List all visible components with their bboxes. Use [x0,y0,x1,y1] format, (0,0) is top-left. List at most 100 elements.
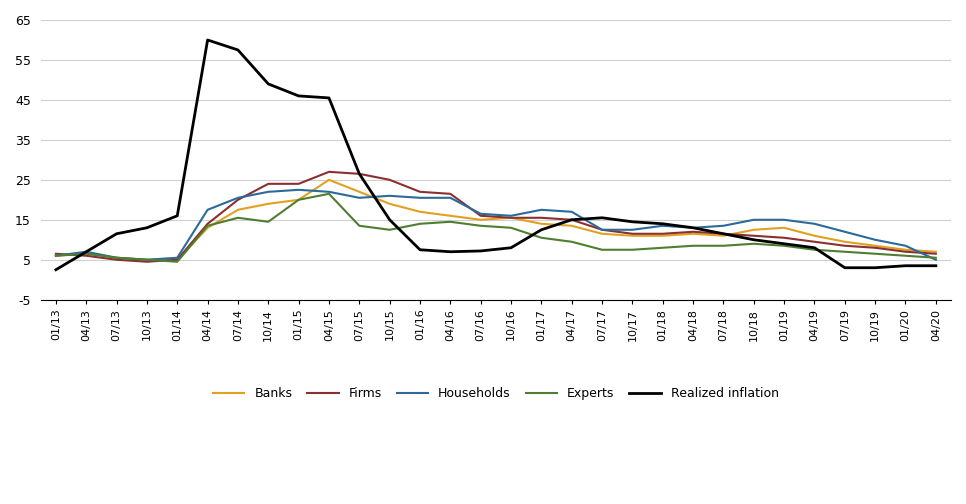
Realized inflation [899,263,911,269]
Realized inflation [505,245,517,251]
Realized inflation [839,265,851,271]
Households [657,223,668,229]
Realized inflation [324,95,335,101]
Banks [111,255,123,261]
Realized inflation [535,227,547,233]
Realized inflation [80,249,92,255]
Households [505,213,517,219]
Households [232,195,243,201]
Experts [687,243,698,249]
Realized inflation [50,267,62,273]
Experts [505,225,517,231]
Experts [202,223,213,229]
Realized inflation [202,37,213,43]
Banks [687,231,698,237]
Firms [869,245,881,251]
Experts [657,245,668,251]
Households [50,253,62,259]
Banks [809,233,820,239]
Experts [232,215,243,221]
Realized inflation [111,231,123,237]
Realized inflation [384,217,395,223]
Experts [263,219,274,225]
Experts [324,191,335,197]
Households [293,187,304,193]
Experts [809,247,820,253]
Firms [111,257,123,263]
Experts [779,243,790,249]
Banks [444,213,456,219]
Experts [596,247,608,253]
Households [899,243,911,249]
Experts [444,219,456,225]
Firms [202,221,213,227]
Firms [444,191,456,197]
Firms [324,169,335,175]
Realized inflation [414,247,426,253]
Line: Firms: Firms [56,172,936,262]
Firms [839,243,851,249]
Firms [232,197,243,203]
Firms [141,259,153,265]
Banks [899,247,911,253]
Firms [293,181,304,187]
Experts [475,223,487,229]
Realized inflation [748,237,759,243]
Realized inflation [141,225,153,231]
Experts [869,250,881,257]
Firms [263,181,274,187]
Line: Banks: Banks [56,180,936,260]
Firms [384,177,395,183]
Banks [627,233,639,239]
Banks [718,233,729,239]
Experts [627,247,639,253]
Banks [80,250,92,257]
Realized inflation [232,47,243,53]
Banks [748,227,759,233]
Line: Experts: Experts [56,194,936,262]
Households [172,255,184,261]
Firms [414,189,426,195]
Banks [535,221,547,227]
Households [687,225,698,231]
Firms [779,235,790,241]
Experts [930,255,942,261]
Experts [839,249,851,255]
Banks [50,253,62,259]
Households [566,209,578,215]
Realized inflation [263,81,274,87]
Firms [354,171,365,177]
Households [202,207,213,213]
Firms [687,229,698,235]
Households [779,217,790,223]
Realized inflation [475,248,487,254]
Banks [232,207,243,213]
Realized inflation [779,241,790,247]
Experts [141,257,153,263]
Firms [80,253,92,259]
Line: Realized inflation: Realized inflation [56,40,936,270]
Households [839,229,851,235]
Experts [535,235,547,241]
Firms [475,213,487,219]
Realized inflation [657,221,668,227]
Realized inflation [627,219,639,225]
Households [627,227,639,233]
Realized inflation [444,249,456,255]
Firms [899,249,911,255]
Firms [596,227,608,233]
Banks [293,197,304,203]
Firms [50,250,62,257]
Firms [930,250,942,257]
Banks [172,257,184,263]
Experts [111,255,123,261]
Experts [354,223,365,229]
Banks [566,223,578,229]
Banks [384,201,395,207]
Households [475,211,487,217]
Firms [657,231,668,237]
Households [80,249,92,255]
Legend: Banks, Firms, Households, Experts, Realized inflation: Banks, Firms, Households, Experts, Reali… [208,383,783,405]
Firms [566,217,578,223]
Banks [263,201,274,207]
